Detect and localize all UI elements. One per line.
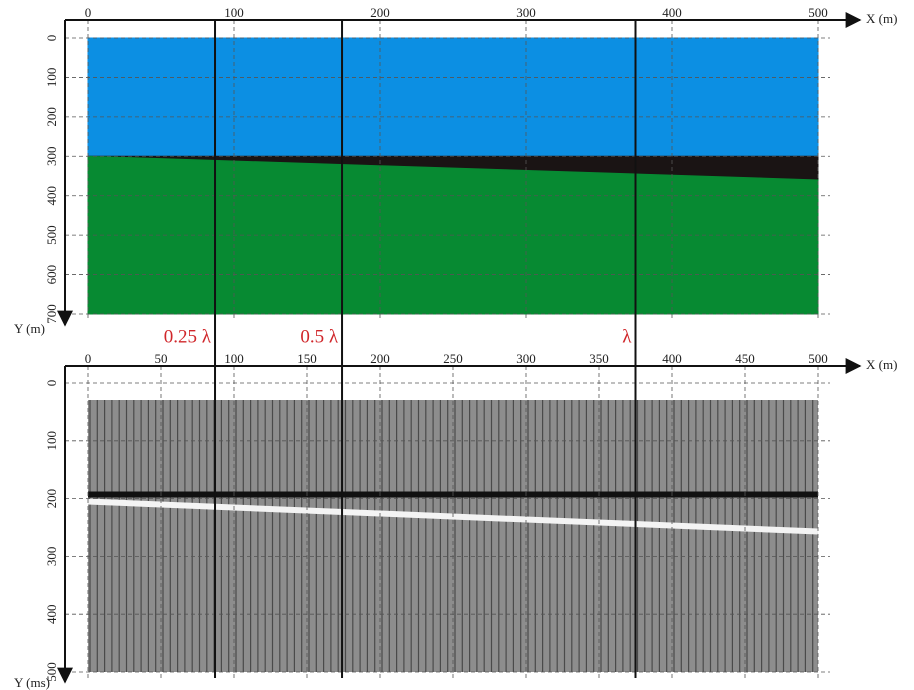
- y-tick-label: 300: [44, 147, 59, 167]
- x-tick-label: 100: [224, 5, 244, 20]
- x-tick-label: 0: [85, 5, 92, 20]
- x-tick-label: 400: [662, 351, 682, 366]
- annotation: λ: [622, 326, 632, 347]
- x-tick-label: 300: [516, 5, 536, 20]
- figure: 01002003004005000100200300400500600700X …: [0, 0, 914, 690]
- x-tick-label: 350: [589, 351, 609, 366]
- y-tick-label: 500: [44, 225, 59, 245]
- x-tick-label: 250: [443, 351, 463, 366]
- x-tick-label: 200: [370, 351, 390, 366]
- model-panel: 0 100 200 300 400 500 0 100 200 300 400 500 600 700 X …: [14, 5, 897, 336]
- x-tick-label: 300: [516, 351, 536, 366]
- x-tick-label: 500: [808, 5, 828, 20]
- x-axis-label: X (m): [866, 357, 897, 372]
- y-tick-label: 200: [44, 489, 59, 509]
- annotation: 0.25 λ: [164, 326, 212, 347]
- x-tick-label: 200: [370, 5, 390, 20]
- y-tick-label: 700: [44, 304, 59, 324]
- x-tick-label: 500: [808, 351, 828, 366]
- x-tick-label: 50: [155, 351, 168, 366]
- x-tick-label: 400: [662, 5, 682, 20]
- y-tick-label: 200: [44, 107, 59, 127]
- x-axis-label: X (m): [866, 11, 897, 26]
- y-tick-label: 100: [44, 431, 59, 451]
- x-tick-label: 150: [297, 351, 317, 366]
- annotation: 0.5 λ: [300, 326, 339, 347]
- y-tick-label: 400: [44, 186, 59, 206]
- x-tick-label: 450: [735, 351, 755, 366]
- y-axis-label: Y (m): [14, 321, 45, 336]
- y-tick-label: 400: [44, 604, 59, 624]
- y-tick-label: 0: [44, 380, 59, 387]
- layer: [88, 38, 818, 156]
- y-tick-label: 0: [44, 35, 59, 42]
- y-tick-label: 300: [44, 547, 59, 567]
- x-tick-label: 0: [85, 351, 92, 366]
- x-tick-label: 100: [224, 351, 244, 366]
- y-tick-label: 100: [44, 68, 59, 88]
- y-tick-label: 600: [44, 265, 59, 285]
- seismic-panel: 0 50 100 150 200 250 300 350 400 450 500 0 100 200 300…: [14, 351, 897, 690]
- y-axis-label: Y (ms): [14, 675, 50, 690]
